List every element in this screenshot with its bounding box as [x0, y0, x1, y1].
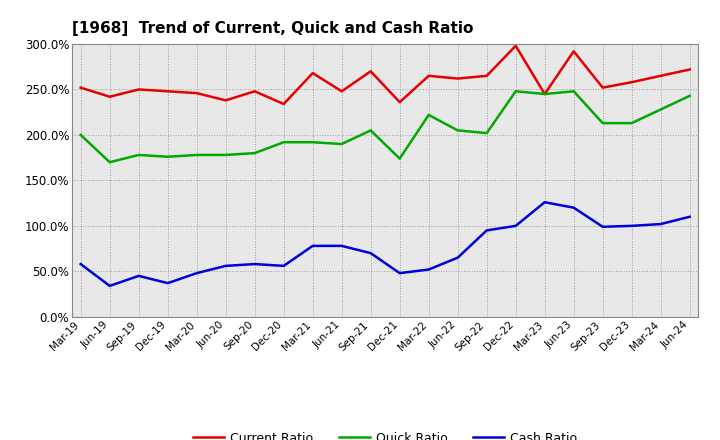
- Quick Ratio: [511, 88, 520, 94]
- Cash Ratio: [279, 263, 288, 268]
- Cash Ratio: [482, 228, 491, 233]
- Quick Ratio: [598, 121, 607, 126]
- Cash Ratio: [338, 243, 346, 249]
- Line: Quick Ratio: Quick Ratio: [81, 91, 690, 162]
- Cash Ratio: [570, 205, 578, 210]
- Current Ratio: [685, 67, 694, 72]
- Current Ratio: [279, 101, 288, 106]
- Current Ratio: [251, 88, 259, 94]
- Cash Ratio: [395, 271, 404, 276]
- Quick Ratio: [338, 141, 346, 147]
- Quick Ratio: [163, 154, 172, 159]
- Quick Ratio: [685, 93, 694, 99]
- Current Ratio: [570, 49, 578, 54]
- Current Ratio: [308, 70, 317, 76]
- Current Ratio: [338, 88, 346, 94]
- Cash Ratio: [192, 271, 201, 276]
- Quick Ratio: [454, 128, 462, 133]
- Cash Ratio: [657, 221, 665, 227]
- Quick Ratio: [192, 152, 201, 158]
- Quick Ratio: [424, 112, 433, 117]
- Cash Ratio: [251, 261, 259, 267]
- Cash Ratio: [366, 250, 375, 256]
- Cash Ratio: [308, 243, 317, 249]
- Text: [1968]  Trend of Current, Quick and Cash Ratio: [1968] Trend of Current, Quick and Cash …: [72, 21, 473, 36]
- Quick Ratio: [105, 160, 114, 165]
- Quick Ratio: [251, 150, 259, 156]
- Quick Ratio: [627, 121, 636, 126]
- Current Ratio: [627, 80, 636, 85]
- Cash Ratio: [424, 267, 433, 272]
- Quick Ratio: [395, 156, 404, 161]
- Current Ratio: [657, 73, 665, 78]
- Cash Ratio: [221, 263, 230, 268]
- Quick Ratio: [76, 132, 85, 138]
- Cash Ratio: [76, 261, 85, 267]
- Quick Ratio: [135, 152, 143, 158]
- Current Ratio: [105, 94, 114, 99]
- Current Ratio: [424, 73, 433, 78]
- Quick Ratio: [308, 139, 317, 145]
- Current Ratio: [163, 88, 172, 94]
- Quick Ratio: [482, 131, 491, 136]
- Current Ratio: [135, 87, 143, 92]
- Current Ratio: [454, 76, 462, 81]
- Cash Ratio: [598, 224, 607, 229]
- Cash Ratio: [627, 223, 636, 228]
- Current Ratio: [366, 69, 375, 74]
- Cash Ratio: [685, 214, 694, 220]
- Current Ratio: [541, 92, 549, 97]
- Quick Ratio: [657, 107, 665, 112]
- Cash Ratio: [511, 223, 520, 228]
- Quick Ratio: [570, 88, 578, 94]
- Current Ratio: [221, 98, 230, 103]
- Current Ratio: [76, 85, 85, 90]
- Current Ratio: [192, 91, 201, 96]
- Quick Ratio: [279, 139, 288, 145]
- Line: Current Ratio: Current Ratio: [81, 46, 690, 104]
- Quick Ratio: [541, 92, 549, 97]
- Cash Ratio: [541, 200, 549, 205]
- Current Ratio: [511, 43, 520, 48]
- Cash Ratio: [105, 283, 114, 289]
- Cash Ratio: [454, 255, 462, 260]
- Cash Ratio: [135, 273, 143, 279]
- Current Ratio: [482, 73, 491, 78]
- Quick Ratio: [366, 128, 375, 133]
- Current Ratio: [395, 99, 404, 105]
- Cash Ratio: [163, 281, 172, 286]
- Current Ratio: [598, 85, 607, 90]
- Legend: Current Ratio, Quick Ratio, Cash Ratio: Current Ratio, Quick Ratio, Cash Ratio: [188, 427, 582, 440]
- Line: Cash Ratio: Cash Ratio: [81, 202, 690, 286]
- Quick Ratio: [221, 152, 230, 158]
